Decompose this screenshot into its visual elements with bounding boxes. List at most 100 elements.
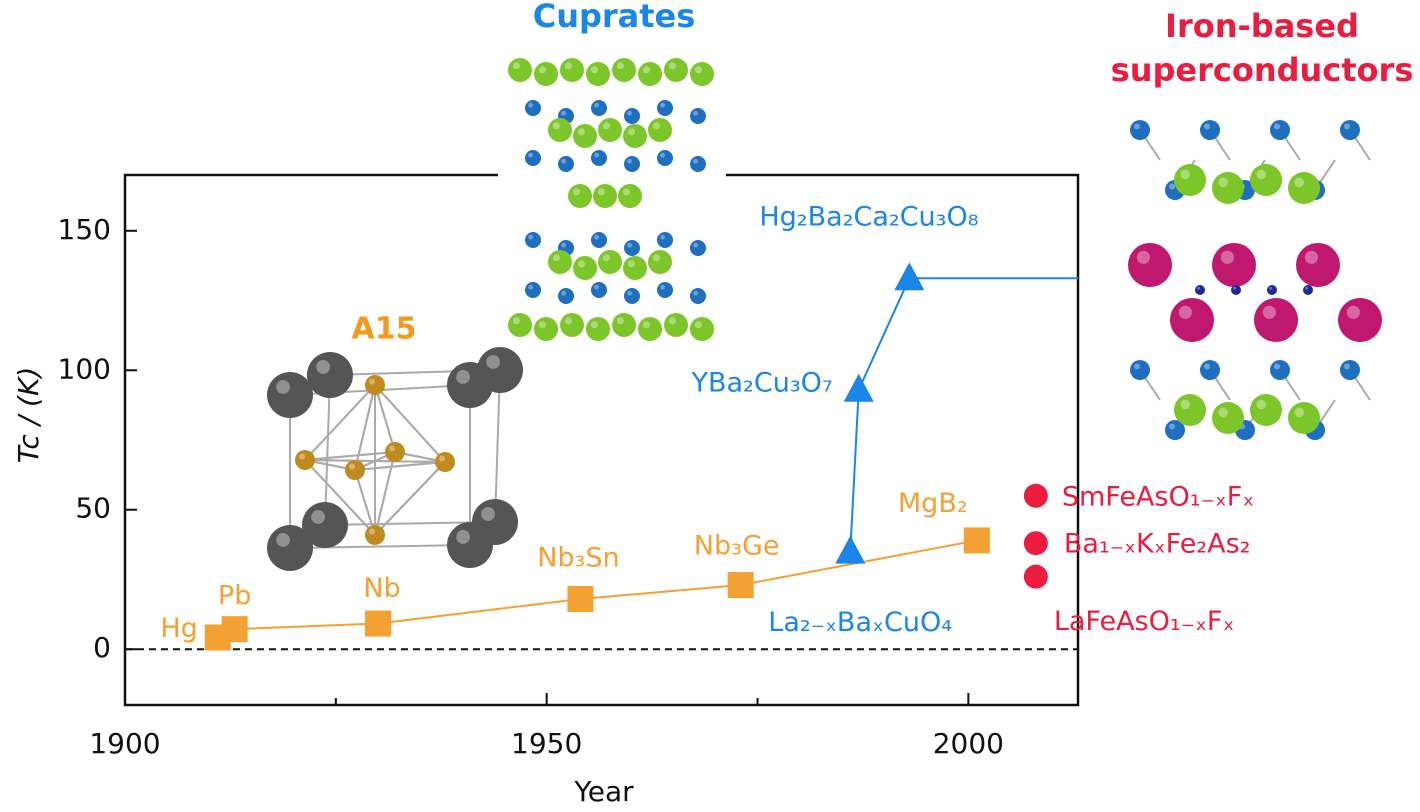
atom bbox=[624, 108, 640, 124]
atom-highlight bbox=[552, 122, 561, 130]
bond bbox=[374, 461, 446, 536]
atom bbox=[623, 124, 647, 148]
atom bbox=[295, 450, 315, 470]
atom bbox=[591, 150, 607, 166]
bond bbox=[374, 384, 446, 463]
atom-highlight bbox=[311, 510, 325, 524]
marker-circle bbox=[1023, 564, 1048, 589]
atom-highlight bbox=[577, 260, 586, 268]
atom bbox=[664, 58, 688, 82]
atom-highlight bbox=[1134, 363, 1140, 370]
atom-highlight bbox=[594, 152, 599, 158]
atom-highlight bbox=[572, 188, 581, 196]
atom-highlight bbox=[642, 321, 651, 329]
bond bbox=[494, 369, 501, 523]
atom bbox=[525, 232, 541, 248]
atom-highlight bbox=[602, 122, 611, 130]
atom-highlight bbox=[1136, 250, 1150, 264]
atom-highlight bbox=[1344, 363, 1350, 370]
atom-highlight bbox=[1294, 177, 1304, 188]
atom-highlight bbox=[1262, 305, 1276, 319]
atom bbox=[525, 150, 541, 166]
atom-highlight bbox=[538, 321, 547, 329]
atom bbox=[1212, 172, 1244, 204]
atom bbox=[1200, 120, 1220, 140]
atom-highlight bbox=[694, 321, 703, 329]
atom-highlight bbox=[1294, 407, 1304, 418]
atom-highlight bbox=[552, 254, 561, 262]
atom-highlight bbox=[1233, 286, 1236, 290]
atom bbox=[657, 150, 673, 166]
atom-highlight bbox=[1344, 123, 1350, 130]
bond bbox=[354, 469, 376, 536]
y-tick-label: 150 bbox=[58, 213, 111, 246]
atom bbox=[1340, 120, 1360, 140]
atom bbox=[1212, 243, 1256, 287]
y-axis-title: Tc / (K) bbox=[12, 367, 45, 463]
point-label: Nb₃Sn bbox=[537, 543, 619, 574]
atom-highlight bbox=[694, 66, 703, 74]
atom bbox=[1338, 298, 1382, 342]
atom-highlight bbox=[693, 290, 698, 296]
atom bbox=[267, 525, 313, 571]
atom-highlight bbox=[299, 453, 305, 460]
bond bbox=[374, 384, 396, 453]
bond bbox=[304, 459, 376, 536]
y-tick-label: 100 bbox=[58, 352, 111, 385]
atom bbox=[1288, 172, 1320, 204]
marker-square bbox=[365, 610, 392, 637]
atom-highlight bbox=[627, 128, 636, 136]
atom bbox=[690, 108, 706, 124]
atom-highlight bbox=[1180, 399, 1190, 410]
atom bbox=[508, 58, 532, 82]
atom-highlight bbox=[481, 507, 495, 521]
atom-highlight bbox=[512, 62, 521, 70]
marker-square bbox=[221, 616, 248, 643]
atom-highlight bbox=[1218, 407, 1228, 418]
point-label: Ba₁₋ₓKₓFe₂As₂ bbox=[1064, 529, 1251, 560]
atom-highlight bbox=[528, 152, 533, 158]
atom-highlight bbox=[389, 445, 395, 452]
x-tick-label: 2000 bbox=[933, 727, 1004, 760]
atom bbox=[548, 250, 572, 274]
atom bbox=[1250, 394, 1282, 426]
atom bbox=[558, 288, 574, 304]
atom-highlight bbox=[660, 102, 665, 108]
atom-highlight bbox=[1180, 169, 1190, 180]
atom bbox=[1212, 402, 1244, 434]
plot-area: Hg Pb Nb Nb₃Sn Nb₃Ge MgB₂ La₂₋ₓBaₓCuO₄ YBa₂Cu₃O… bbox=[160, 202, 1254, 651]
atom-highlight bbox=[693, 110, 698, 116]
crystal-structures bbox=[267, 40, 1382, 571]
atom bbox=[1288, 402, 1320, 434]
atom bbox=[591, 282, 607, 298]
atom bbox=[560, 313, 584, 337]
atom bbox=[534, 62, 558, 86]
atom-highlight bbox=[1305, 286, 1308, 290]
atom-highlight bbox=[1256, 399, 1266, 410]
atom bbox=[598, 118, 622, 142]
atom bbox=[1231, 285, 1241, 295]
atom-highlight bbox=[316, 360, 330, 374]
atom-highlight bbox=[439, 455, 445, 462]
atom-highlight bbox=[1178, 305, 1192, 319]
bond bbox=[354, 461, 446, 471]
atom-highlight bbox=[276, 533, 290, 547]
bond bbox=[304, 384, 376, 461]
atom bbox=[690, 62, 714, 86]
atom-highlight bbox=[1274, 123, 1280, 130]
atom bbox=[624, 156, 640, 172]
atom-highlight bbox=[627, 158, 632, 164]
atom bbox=[1165, 420, 1185, 440]
atom-highlight bbox=[594, 234, 599, 240]
atom bbox=[525, 282, 541, 298]
atom bbox=[648, 250, 672, 274]
point-label: MgB₂ bbox=[898, 488, 968, 519]
atom-highlight bbox=[594, 102, 599, 108]
atom-highlight bbox=[1269, 286, 1272, 290]
atom-highlight bbox=[594, 284, 599, 290]
atom-highlight bbox=[627, 290, 632, 296]
atom bbox=[302, 502, 348, 548]
atom bbox=[1200, 360, 1220, 380]
marker-circle bbox=[1023, 483, 1048, 508]
